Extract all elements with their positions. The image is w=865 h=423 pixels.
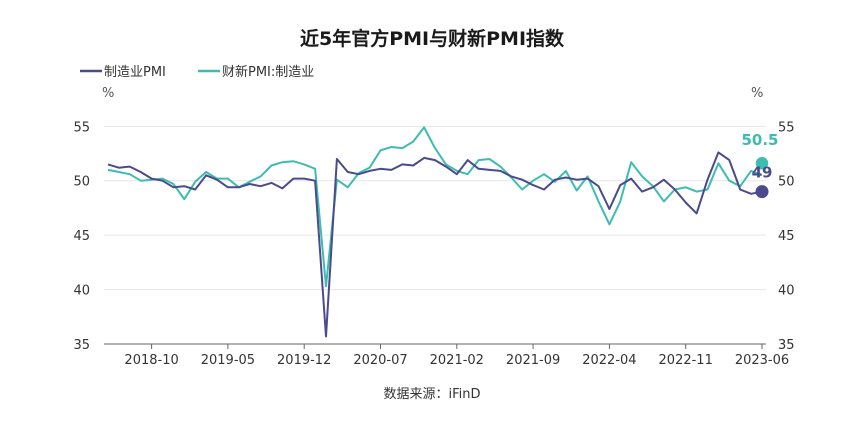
y-tick-label-right: 50 bbox=[778, 175, 795, 190]
x-tick-label: 2019-05 bbox=[201, 353, 255, 368]
source-note: 数据来源：iFinD bbox=[383, 387, 480, 402]
y-axis-right: 35 40 45 50 55 bbox=[778, 120, 795, 353]
series-line-mfg bbox=[107, 151, 763, 338]
end-label-caixin: 50.5 bbox=[741, 131, 778, 149]
y-axis-left: 35 40 45 50 55 bbox=[73, 120, 90, 353]
y-tick-label-right: 55 bbox=[778, 120, 795, 135]
x-tick-label: 2018-10 bbox=[124, 353, 178, 368]
x-tick-label: 2021-09 bbox=[506, 353, 560, 368]
legend-label-caixin: 财新PMI:制造业 bbox=[222, 64, 314, 80]
y-tick-label-right: 35 bbox=[778, 338, 795, 353]
grid-layer bbox=[104, 125, 766, 291]
legend: 制造业PMI 财新PMI:制造业 bbox=[80, 64, 314, 80]
chart-title: 近5年官方PMI与财新PMI指数 bbox=[300, 27, 565, 50]
x-tick-label: 2019-12 bbox=[277, 353, 331, 368]
x-axis: 2018-10 2019-05 2019-12 2020-07 2021-02 2021-… bbox=[104, 343, 789, 368]
y-tick-label-right: 45 bbox=[778, 229, 795, 244]
x-tick-label: 2022-04 bbox=[582, 353, 636, 368]
x-tick-label: 2021-02 bbox=[430, 353, 484, 368]
y-tick-label-left: 40 bbox=[73, 284, 90, 299]
end-marker-mfg bbox=[755, 185, 769, 199]
legend-item-mfg[interactable]: 制造业PMI bbox=[80, 65, 166, 80]
end-labels: 49 50.5 bbox=[741, 131, 779, 199]
y-unit-left: % bbox=[102, 86, 114, 101]
y-tick-label-left: 35 bbox=[73, 338, 90, 353]
x-tick-label: 2022-11 bbox=[659, 353, 713, 368]
legend-item-caixin[interactable]: 财新PMI:制造业 bbox=[198, 64, 314, 80]
y-tick-label-left: 45 bbox=[73, 229, 90, 244]
series-line-caixin bbox=[107, 126, 763, 288]
y-unit-right: % bbox=[751, 86, 763, 101]
y-tick-label-right: 40 bbox=[778, 284, 795, 299]
y-tick-label-left: 55 bbox=[73, 120, 90, 135]
series-layer bbox=[107, 126, 763, 338]
x-tick-label: 2023-06 bbox=[735, 353, 789, 368]
legend-label-mfg: 制造业PMI bbox=[104, 65, 166, 80]
end-label-mfg: 49 bbox=[752, 164, 773, 182]
x-tick-label: 2020-07 bbox=[353, 353, 407, 368]
y-tick-label-left: 50 bbox=[73, 175, 90, 190]
end-marker-caixin bbox=[754, 155, 770, 172]
